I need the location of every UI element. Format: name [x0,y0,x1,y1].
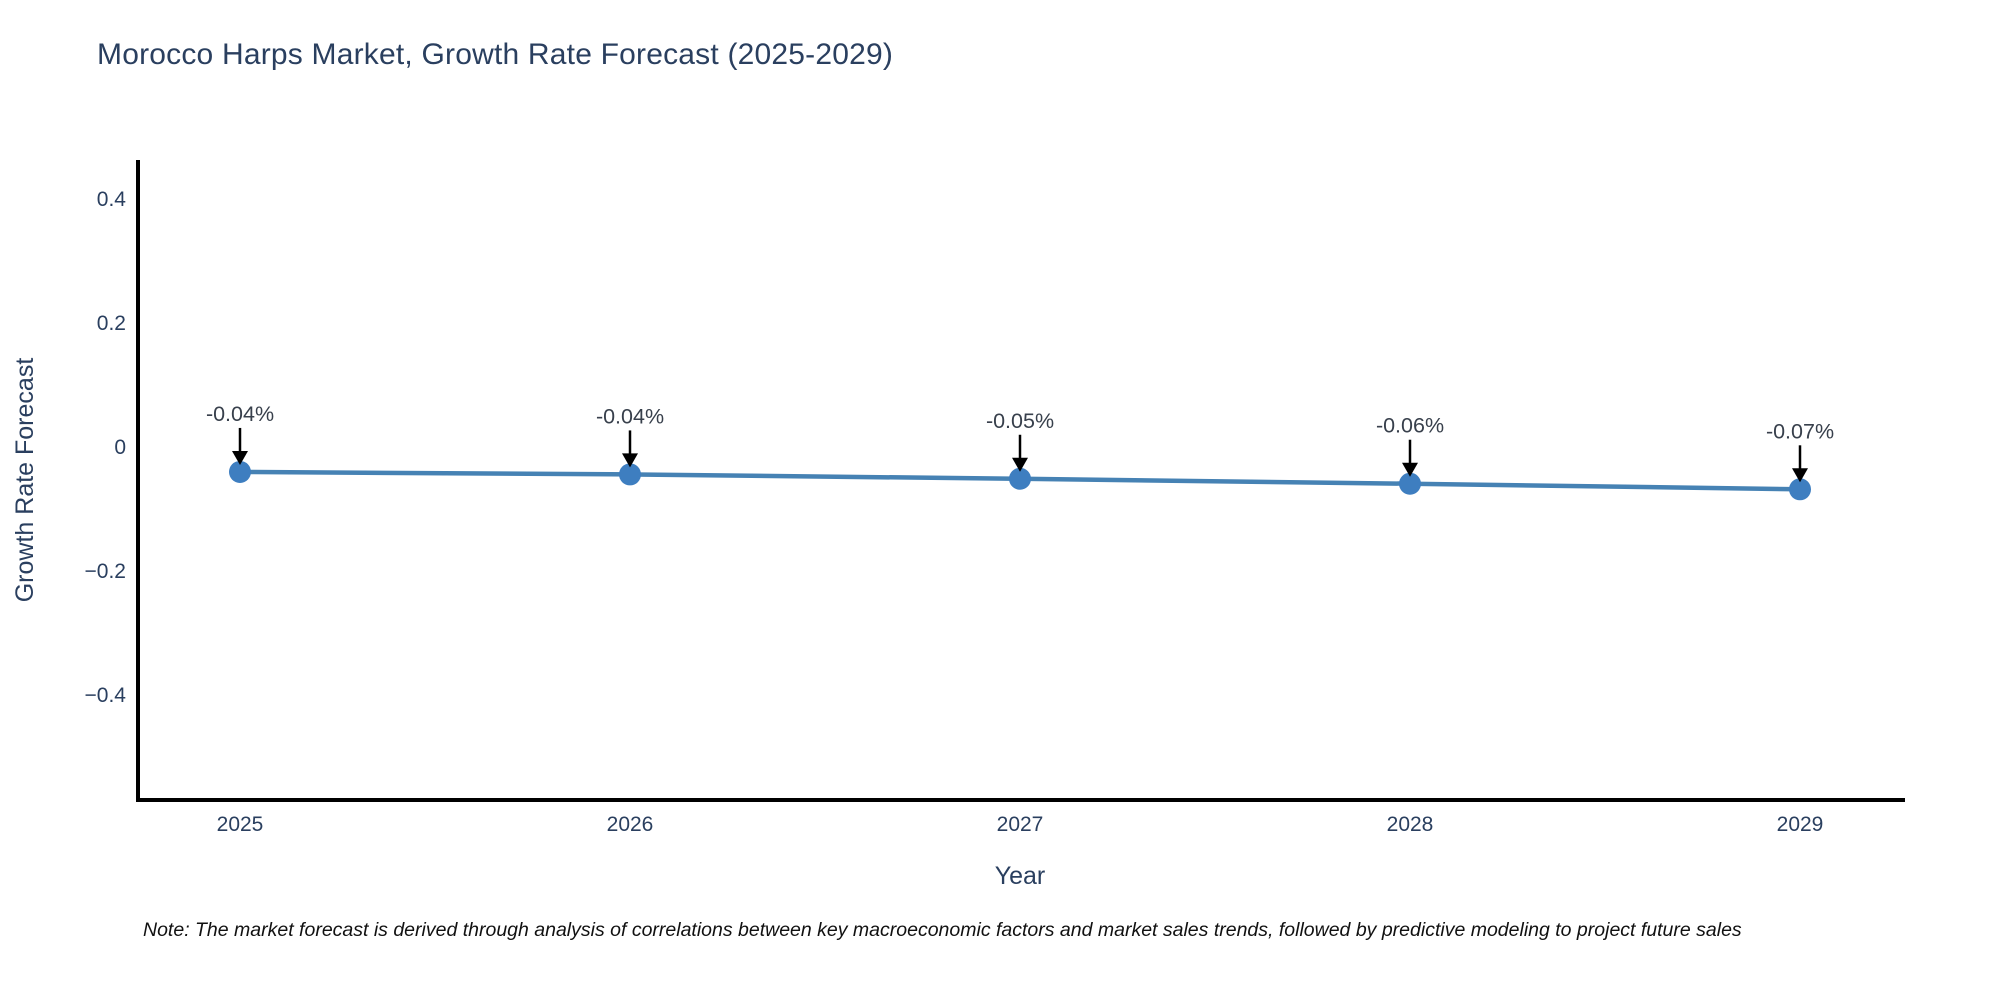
y-axis-tick-labels: 0.4 0.2 0 −0.2 −0.4 [85,188,127,707]
point-value-label: -0.05% [986,409,1054,433]
point-value-label: -0.07% [1766,419,1834,443]
data-series [229,460,1811,501]
y-tick-label: 0.2 [97,312,126,335]
data-point-marker [229,460,251,483]
x-tick-label: 2026 [607,813,654,836]
y-tick-label: −0.4 [85,684,127,707]
annotation-arrowhead [1792,468,1808,483]
y-tick-label: 0.4 [97,188,127,211]
x-tick-label: 2029 [1777,813,1824,836]
point-annotations: -0.04% -0.04% -0.05% -0.06% -0.07% [206,402,1834,483]
x-axis-tick-labels: 2025 2026 2027 2028 2029 [217,813,1824,836]
x-tick-label: 2025 [217,813,264,836]
y-tick-label: −0.2 [85,560,126,583]
point-value-label: -0.06% [1376,414,1444,438]
y-tick-label: 0 [114,436,126,459]
chart-title: Morocco Harps Market, Growth Rate Foreca… [97,38,894,71]
point-value-label: -0.04% [596,404,664,428]
annotation-arrowhead [1012,457,1028,472]
annotation-arrowhead [622,453,638,468]
data-point-marker [1789,478,1811,501]
growth-rate-line-chart: 0.4 0.2 0 −0.2 −0.4 2025 2026 2027 2028 2029 -0.… [11,160,1905,890]
x-tick-label: 2027 [997,813,1044,836]
x-axis-title: Year [995,862,1046,890]
data-point-marker [1399,472,1421,495]
annotation-arrowhead [232,450,248,465]
data-point-marker [1009,467,1031,490]
point-value-label: -0.04% [206,402,274,426]
footnote: Note: The market forecast is derived thr… [143,919,1742,941]
annotation-arrowhead [1402,462,1418,477]
x-tick-label: 2028 [1387,813,1434,836]
y-axis-title: Growth Rate Forecast [11,358,39,603]
data-point-marker [619,463,641,486]
